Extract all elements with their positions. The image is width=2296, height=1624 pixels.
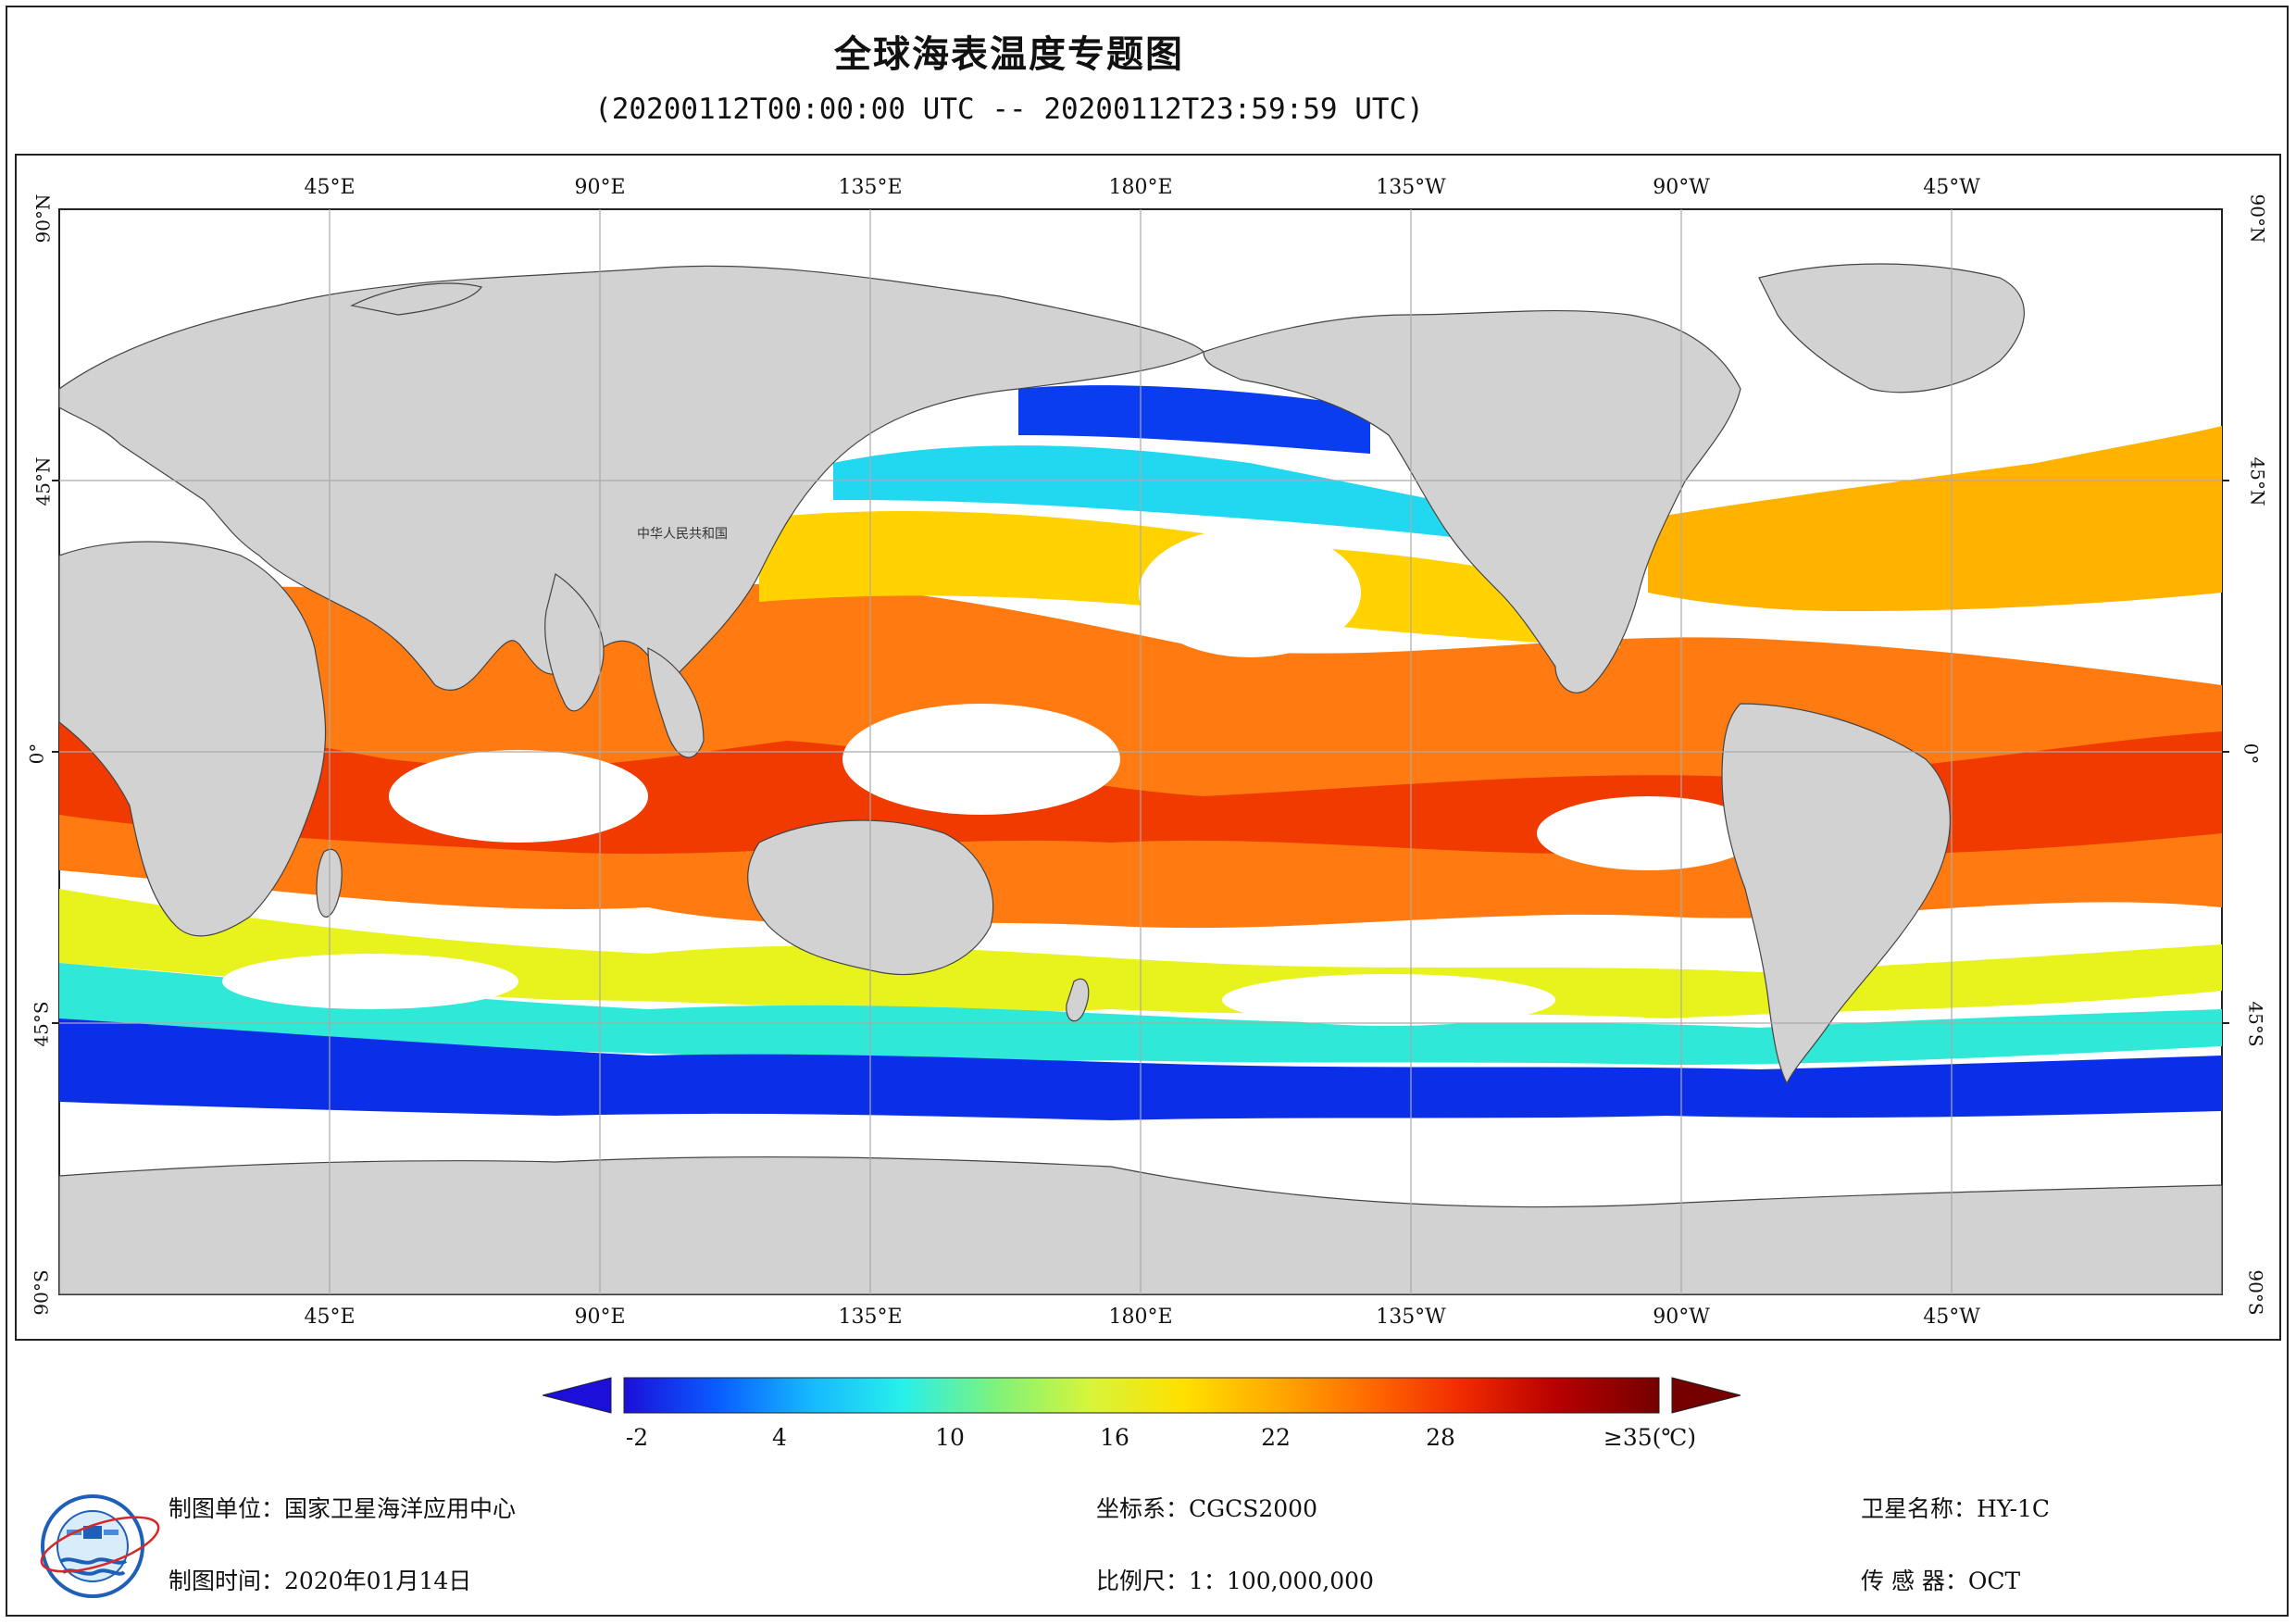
lat-label-right: 90°S <box>2244 1269 2267 1316</box>
cloud-gap <box>222 954 518 1009</box>
unit-info: 制图单位：国家卫星海洋应用中心 <box>168 1491 516 1524</box>
unit-value: 国家卫星海洋应用中心 <box>284 1495 517 1522</box>
colorbar-tick-label: 10 <box>935 1424 965 1451</box>
lat-label-left: 45°N <box>31 456 55 506</box>
lat-label-right: 90°N <box>2246 194 2269 244</box>
colorbar-min-arrow <box>543 1377 612 1414</box>
time-info: 制图时间：2020年01月14日 <box>168 1563 471 1596</box>
satellite-label: 卫星名称： <box>1861 1495 1978 1522</box>
sst-band-north-cool <box>833 445 1528 546</box>
country-label-china: 中华人民共和国 <box>637 527 728 542</box>
scale-label: 比例尺： <box>1096 1568 1190 1594</box>
colorbar-tick-label: -2 <box>625 1424 649 1451</box>
lon-label-top: 180°E <box>1108 176 1173 199</box>
cloud-gap <box>1222 974 1555 1026</box>
scale-value: 1：100,000,000 <box>1189 1568 1374 1594</box>
crs-value: CGCS2000 <box>1189 1495 1317 1522</box>
lon-label-bottom: 90°W <box>1653 1305 1710 1329</box>
sst-colorbar <box>543 1377 1741 1414</box>
land-africa <box>58 541 327 937</box>
graticule <box>59 209 2222 1294</box>
colorbar-max-arrow <box>1671 1377 1741 1414</box>
land-south-america <box>1721 703 1951 1085</box>
time-value: 2020年01月14日 <box>284 1568 472 1594</box>
crs-info: 坐标系：CGCS2000 <box>1096 1491 1317 1524</box>
satellite-info: 卫星名称：HY-1C <box>1861 1491 2050 1524</box>
lat-label-left: 45°S <box>30 1001 53 1047</box>
colorbar-tick-label: 4 <box>772 1424 787 1451</box>
time-label: 制图时间： <box>168 1568 285 1594</box>
crs-label: 坐标系： <box>1096 1495 1190 1522</box>
cloud-gap <box>842 704 1120 815</box>
frame-ticks <box>52 480 2229 1024</box>
land-eurasia <box>58 265 1205 692</box>
cloud-gap <box>389 750 648 843</box>
sst-band-atlantic-north <box>1648 426 2222 611</box>
land-arctic-islands <box>350 282 482 316</box>
colorbar-tick-label: ≥35(℃) <box>1603 1424 1697 1451</box>
scale-info: 比例尺：1：100,000,000 <box>1096 1563 1374 1596</box>
satellite-ocean-center-logo <box>40 1494 160 1598</box>
lat-label-left: 90°N <box>31 194 55 244</box>
lon-label-top: 45°W <box>1923 176 1980 199</box>
colorbar-tick-label: 16 <box>1100 1424 1129 1451</box>
outer-frame <box>6 6 2289 1617</box>
lon-label-bottom: 90°E <box>574 1305 626 1329</box>
lat-label-right: 45°S <box>2244 1001 2267 1047</box>
sensor-label: 传 感 器： <box>1861 1568 1968 1594</box>
lat-label-left: 0° <box>25 743 48 765</box>
land-se-asia <box>647 647 705 758</box>
lat-label-right: 0° <box>2240 743 2263 765</box>
lon-label-bottom: 45°E <box>304 1305 356 1329</box>
land-new-zealand <box>1066 978 1090 1022</box>
colorbar-gradient <box>623 1377 1660 1414</box>
lon-label-top: 45°E <box>304 176 356 199</box>
lat-label-right: 45°N <box>2246 456 2269 506</box>
land-india <box>544 573 605 712</box>
sensor-value: OCT <box>1967 1568 2021 1594</box>
lat-label-left: 90°S <box>30 1269 53 1316</box>
lon-label-top: 90°W <box>1653 176 1710 199</box>
lon-label-bottom: 135°W <box>1376 1305 1446 1329</box>
unit-label: 制图单位： <box>168 1495 285 1522</box>
lon-label-bottom: 45°W <box>1923 1305 1980 1329</box>
sst-band-north-cold <box>1018 385 1370 454</box>
land-north-america <box>1203 309 1741 693</box>
colorbar-tick-label: 22 <box>1261 1424 1291 1451</box>
satellite-value: HY-1C <box>1977 1495 2051 1522</box>
cloud-gap <box>1537 796 1759 870</box>
page-title: 全球海表温度专题图 <box>834 33 1184 76</box>
colorbar-tick-label: 28 <box>1426 1424 1455 1451</box>
lon-label-top: 90°E <box>574 176 626 199</box>
cloud-gap <box>1139 528 1361 657</box>
lon-label-bottom: 135°E <box>838 1305 903 1329</box>
map-frame <box>15 154 2281 1341</box>
lon-label-top: 135°E <box>838 176 903 199</box>
lon-label-bottom: 180°E <box>1108 1305 1173 1329</box>
sst-map <box>52 208 2229 1295</box>
time-range-subtitle: (20200112T00:00:00 UTC -- 20200112T23:59… <box>594 93 1424 126</box>
lon-label-top: 135°W <box>1376 176 1446 199</box>
sensor-info: 传 感 器：OCT <box>1861 1563 2020 1596</box>
land-greenland <box>1758 263 2025 394</box>
